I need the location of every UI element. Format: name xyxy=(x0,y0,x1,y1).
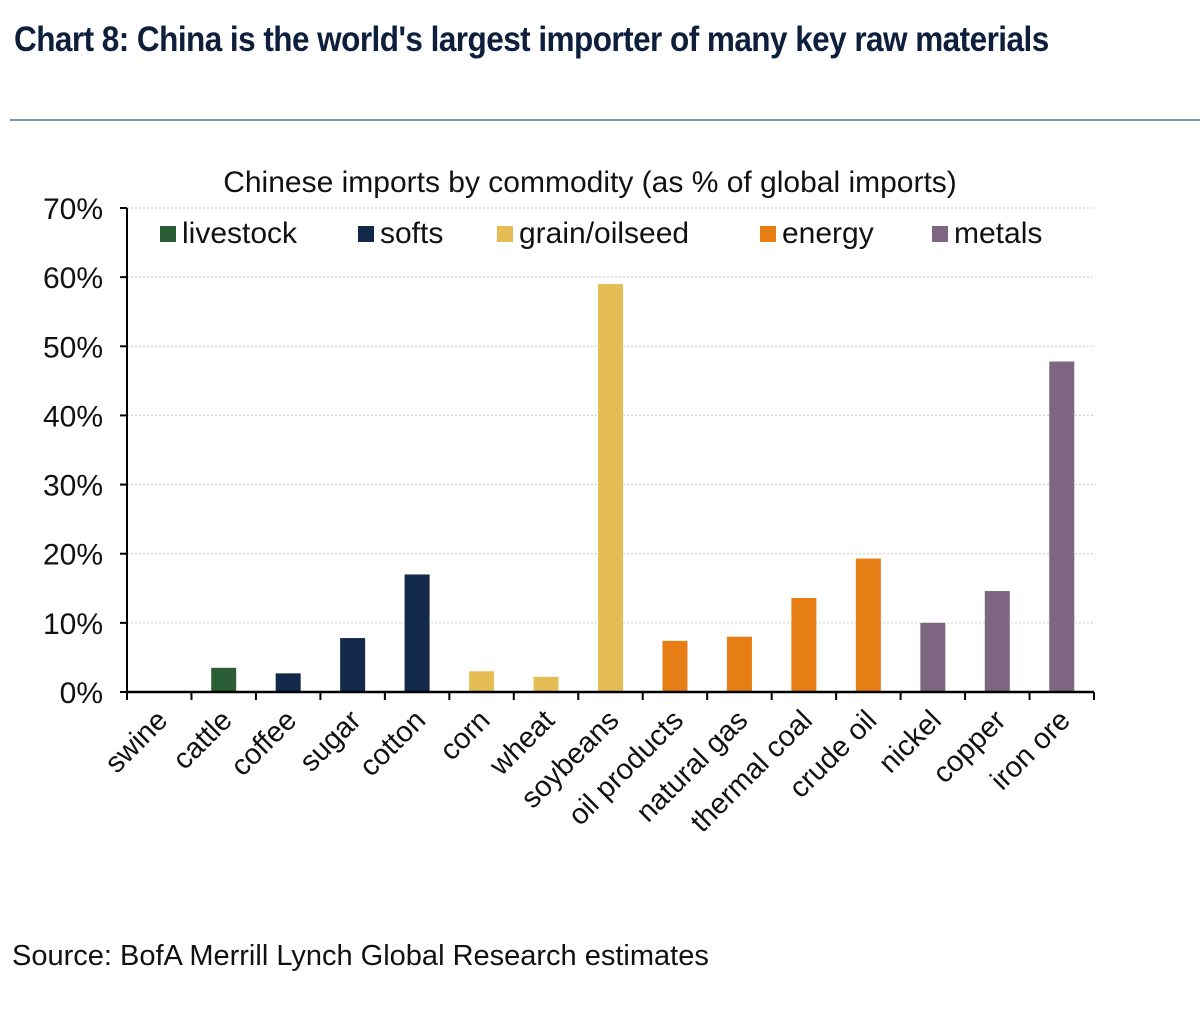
chart-title: Chart 8: China is the world's largest im… xyxy=(14,20,1049,59)
legend-label: grain/oilseed xyxy=(519,217,689,250)
bar-iron-ore xyxy=(1049,361,1075,692)
bar-wheat xyxy=(533,676,559,692)
chart-subtitle: Chinese imports by commodity (as % of gl… xyxy=(223,166,957,199)
bar-crude-oil xyxy=(855,558,881,692)
y-tick-label: 70% xyxy=(43,193,103,226)
x-tick-label: coffee xyxy=(225,704,303,782)
bars xyxy=(211,284,1075,692)
bar-thermal-coal xyxy=(791,597,817,692)
source-note: Source: BofA Merrill Lynch Global Resear… xyxy=(12,940,709,972)
y-tick-label: 0% xyxy=(60,677,103,710)
bar-cotton xyxy=(404,574,430,692)
legend-label: energy xyxy=(782,217,874,250)
bar-soybeans xyxy=(598,284,623,692)
bar-coffee xyxy=(275,673,301,692)
y-tick-label: 30% xyxy=(43,470,103,503)
bar-nickel xyxy=(920,622,946,692)
legend: livestock softs grain/oilseed energy metals xyxy=(160,217,1042,250)
legend-swatch xyxy=(160,226,176,242)
legend-swatch xyxy=(760,226,776,242)
legend-swatch xyxy=(932,226,948,242)
x-tick-label: sugar xyxy=(294,704,368,778)
y-tick-label: 20% xyxy=(43,539,103,572)
bar-corn xyxy=(469,671,495,692)
y-tick-label: 60% xyxy=(43,262,103,295)
legend-swatch xyxy=(497,226,513,242)
bar-oil-products xyxy=(662,640,688,692)
legend-label: metals xyxy=(954,217,1042,250)
y-tick-label: 50% xyxy=(43,331,103,364)
x-tick-label: cotton xyxy=(354,704,432,782)
bar-copper xyxy=(984,591,1010,692)
title-divider xyxy=(10,119,1200,121)
y-tick-label: 40% xyxy=(43,400,103,433)
bar-natural-gas xyxy=(726,636,752,692)
x-tick-label: swine xyxy=(99,704,174,779)
legend-swatch xyxy=(358,226,374,242)
bar-sugar xyxy=(340,638,366,692)
legend-label: softs xyxy=(380,217,443,250)
bar-cattle xyxy=(211,667,237,692)
legend-label: livestock xyxy=(182,217,298,250)
y-tick-label: 10% xyxy=(43,608,103,641)
x-tick-label: cattle xyxy=(167,704,239,776)
axes: 0% 10% 20% 30% 40% 50% 60% 70% swinecattlecoffee… xyxy=(43,193,1095,839)
